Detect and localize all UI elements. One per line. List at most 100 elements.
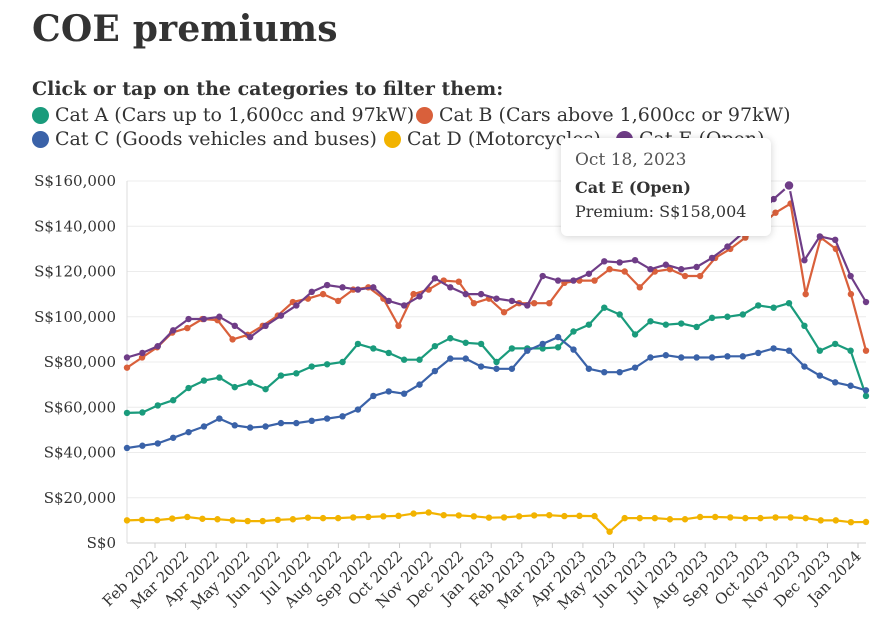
data-point [274, 516, 282, 524]
data-point [455, 278, 462, 285]
data-point [772, 209, 779, 216]
data-point [246, 379, 254, 386]
data-point [447, 335, 454, 342]
tooltip-value: Premium: S$158,004 [575, 202, 747, 221]
data-point [554, 277, 562, 284]
y-tick-label: S$60,000 [44, 398, 116, 416]
data-point [696, 272, 704, 280]
data-point [139, 409, 146, 416]
data-point [524, 302, 531, 309]
data-point [816, 347, 824, 354]
data-point [531, 299, 538, 307]
data-point [199, 515, 206, 522]
y-tick-label: S$100,000 [34, 308, 116, 326]
data-point [832, 236, 839, 244]
data-point [350, 514, 357, 521]
data-point [169, 397, 177, 404]
data-point [847, 382, 854, 389]
data-point [462, 355, 469, 362]
data-point [470, 299, 478, 307]
data-point [539, 272, 546, 280]
filter-instruction: Click or tap on the categories to filter… [32, 78, 504, 100]
legend-dot-cat-a [32, 106, 49, 124]
data-point [138, 516, 146, 524]
data-point [262, 322, 269, 329]
legend-dot-cat-b [416, 106, 433, 124]
data-point [770, 195, 777, 203]
data-point [370, 392, 377, 400]
data-point [365, 513, 372, 521]
data-point [666, 266, 674, 273]
data-point [647, 354, 654, 361]
data-point [636, 514, 643, 522]
data-point [139, 442, 146, 449]
data-point [570, 277, 577, 284]
data-point [200, 315, 208, 323]
data-point [616, 368, 623, 376]
data-point [616, 259, 623, 266]
y-tick-label: S$160,000 [34, 172, 116, 190]
y-tick-label: S$0 [87, 534, 116, 552]
series-line-3 [126, 511, 867, 533]
data-point [631, 364, 639, 371]
data-point [862, 518, 870, 526]
data-point [184, 324, 191, 332]
data-point [755, 302, 762, 309]
chart-tooltip: Oct 18, 2023 Cat E (Open) Premium: S$158… [561, 138, 771, 236]
data-point [678, 354, 685, 361]
data-point [431, 275, 439, 282]
tooltip-series: Cat E (Open) [575, 178, 691, 197]
data-point [678, 320, 685, 327]
data-point [801, 363, 808, 370]
data-point [244, 517, 251, 525]
legend-label-cat-b: Cat B (Cars above 1,600cc or 97kW) [439, 104, 791, 126]
data-point [727, 514, 734, 521]
legend-item-cat-d[interactable]: Cat D (Motorcycles) [384, 128, 601, 150]
legend-item-cat-c[interactable]: Cat C (Goods vehicles and buses) [32, 128, 377, 150]
data-point [154, 342, 161, 350]
data-point [123, 517, 131, 524]
data-point [354, 286, 362, 293]
data-point [554, 344, 562, 351]
data-point [681, 516, 689, 523]
legend-dot-cat-c [32, 130, 49, 148]
y-tick-label: S$20,000 [44, 489, 116, 507]
legend-label-cat-c: Cat C (Goods vehicles and buses) [55, 128, 377, 150]
data-point [214, 516, 221, 523]
y-tick-label: S$140,000 [34, 217, 116, 235]
data-point [500, 514, 508, 521]
data-point [470, 513, 478, 520]
data-point [339, 413, 346, 420]
data-point [216, 313, 223, 320]
legend-item-cat-b[interactable]: Cat B (Cars above 1,600cc or 97kW) [416, 104, 791, 126]
data-point [585, 270, 593, 277]
y-tick-label: S$80,000 [44, 353, 116, 371]
data-point [696, 513, 704, 521]
data-point [277, 312, 285, 319]
data-point [410, 510, 417, 517]
data-point [308, 417, 315, 425]
data-point [200, 377, 208, 384]
data-point [154, 440, 161, 447]
data-point [308, 288, 315, 296]
data-point [616, 311, 623, 318]
data-point [832, 517, 840, 524]
data-point [293, 302, 300, 309]
data-point [123, 444, 131, 452]
data-point [606, 266, 613, 273]
data-point [662, 352, 670, 359]
data-point [123, 409, 131, 417]
data-point [621, 514, 628, 522]
data-point [585, 321, 593, 328]
data-point [395, 322, 402, 329]
data-point [485, 514, 493, 521]
data-point [739, 311, 747, 318]
data-point [708, 314, 716, 322]
data-point [816, 233, 824, 240]
legend-item-cat-a[interactable]: Cat A (Cars up to 1,600cc and 97kW) [32, 104, 414, 126]
data-point [231, 322, 238, 329]
hover-marker [783, 179, 795, 192]
data-point [262, 385, 269, 393]
data-point [323, 281, 331, 289]
